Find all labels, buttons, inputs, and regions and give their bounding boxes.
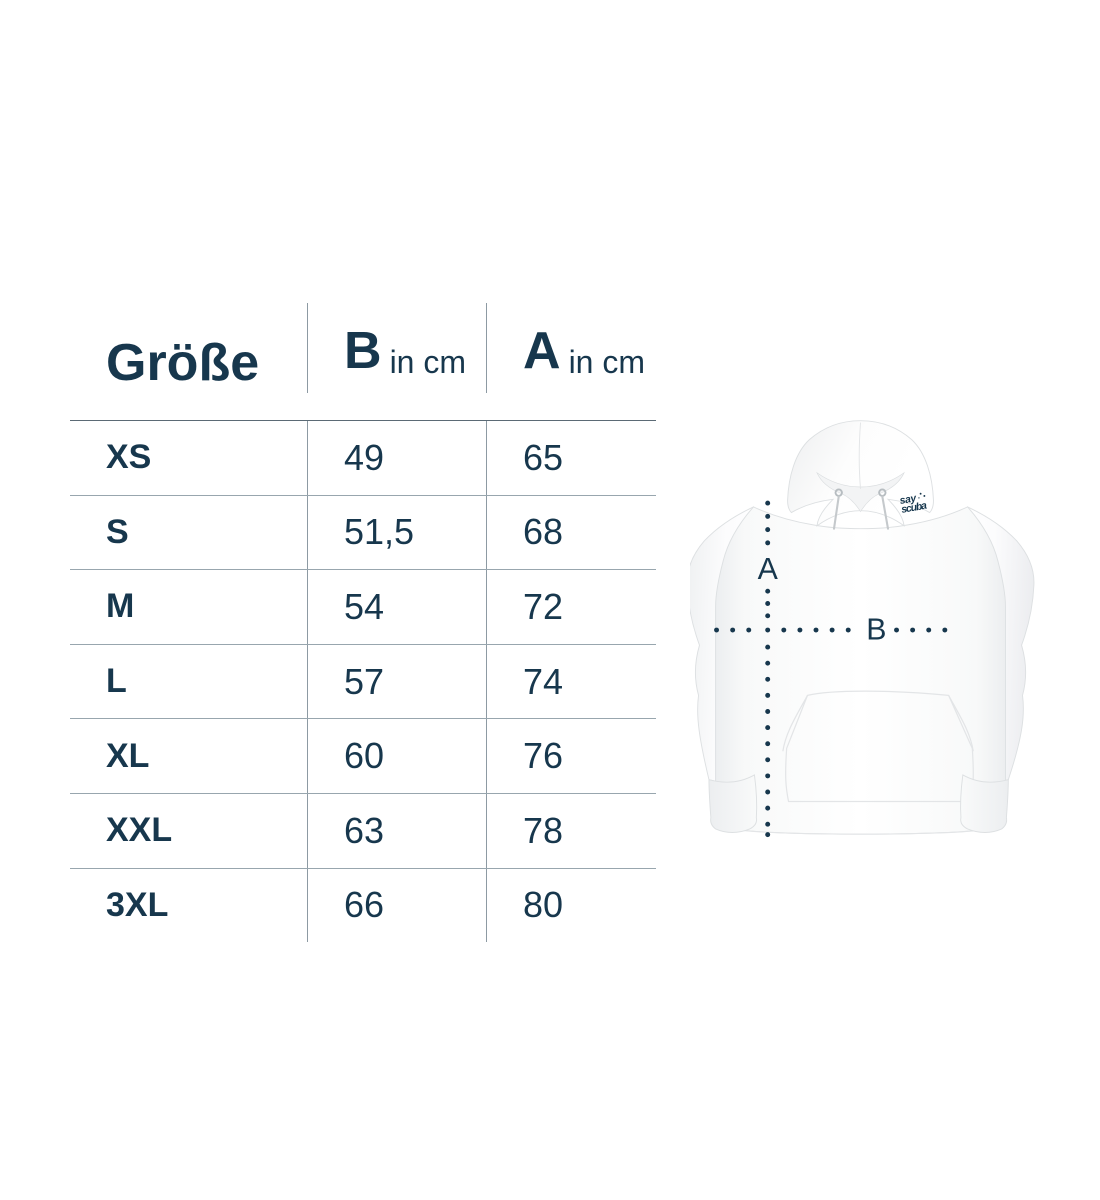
svg-text:B: B (866, 613, 886, 646)
svg-text:A: A (758, 553, 779, 586)
